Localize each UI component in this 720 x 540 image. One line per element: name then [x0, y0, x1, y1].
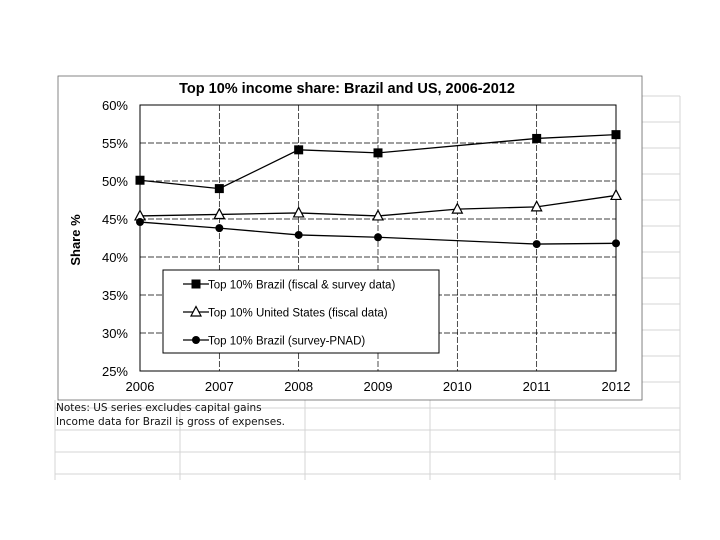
x-tick-label: 2012 — [602, 379, 631, 394]
data-point — [294, 145, 304, 155]
data-point — [610, 188, 622, 201]
data-point — [374, 233, 382, 242]
data-point — [191, 279, 201, 289]
data-point — [451, 202, 464, 214]
data-point — [215, 224, 224, 233]
data-point — [532, 240, 541, 249]
y-tick-label: 55% — [102, 136, 128, 151]
data-point — [135, 175, 145, 185]
legend-label: Top 10% United States (fiscal data) — [208, 308, 388, 320]
note-line: Income data for Brazil is gross of expen… — [56, 416, 286, 428]
chart-title: Top 10% income share: Brazil and US, 200… — [179, 81, 515, 97]
y-tick-label: 35% — [102, 288, 128, 303]
y-axis-label: Share % — [68, 214, 83, 266]
data-point — [192, 336, 200, 344]
y-tick-label: 30% — [102, 326, 128, 341]
series-line — [139, 221, 617, 245]
note-line: Notes: US series excludes capital gains — [56, 402, 262, 414]
notes-block: Notes: US series excludes capital gains … — [56, 401, 285, 429]
data-point — [611, 130, 621, 140]
y-tick-label: 25% — [102, 364, 128, 379]
series-line — [139, 133, 617, 190]
data-point — [136, 218, 144, 227]
y-tick-label: 45% — [102, 212, 128, 227]
y-tick-label: 50% — [102, 174, 128, 189]
x-tick-label: 2011 — [523, 379, 551, 394]
legend-label: Top 10% Brazil (survey-PNAD) — [208, 336, 365, 348]
legend-label: Top 10% Brazil (fiscal & survey data) — [208, 280, 395, 292]
data-point — [294, 230, 303, 239]
y-tick-label: 40% — [102, 250, 128, 265]
x-tick-label: 2008 — [284, 379, 313, 394]
data-point — [372, 209, 384, 221]
data-point — [213, 207, 226, 220]
x-tick-label: 2006 — [126, 379, 155, 394]
data-point — [373, 148, 383, 158]
data-point — [292, 206, 305, 218]
data-point — [532, 133, 542, 143]
y-tick-label: 60% — [102, 98, 128, 113]
data-point — [214, 184, 224, 194]
data-point — [530, 200, 543, 212]
data-point — [190, 305, 202, 317]
x-tick-label: 2010 — [443, 379, 472, 394]
data-point — [612, 239, 620, 248]
x-tick-label: 2007 — [205, 379, 234, 394]
x-tick-label: 2009 — [364, 379, 393, 394]
